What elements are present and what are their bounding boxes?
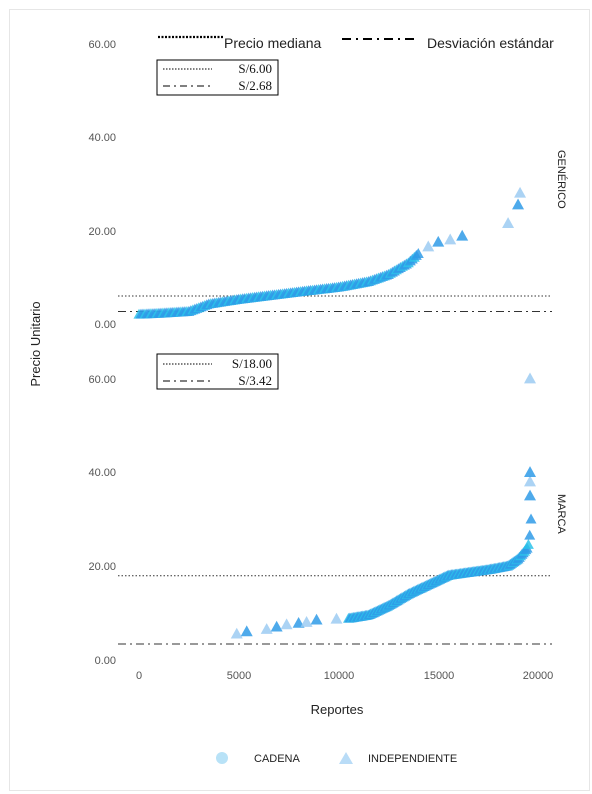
outlier-point xyxy=(514,186,527,198)
outlier-point xyxy=(456,229,469,241)
outlier-point xyxy=(512,198,525,210)
reference-lines xyxy=(118,295,552,645)
y-tick-label: 60.00 xyxy=(88,374,116,386)
sd-legend-label: Desviación estándar xyxy=(427,35,554,51)
panel-1-y-ticks: 60.00 40.00 20.00 0.00 xyxy=(88,39,116,331)
data-point xyxy=(412,248,424,258)
data-point xyxy=(525,513,537,524)
panel-2-y-ticks: 60.00 40.00 20.00 0.00 xyxy=(88,374,116,667)
independiente-legend-label: INDEPENDIENTE xyxy=(368,753,457,765)
x-tick-label: 5000 xyxy=(227,670,251,682)
outlier-point xyxy=(524,466,537,477)
outlier-point xyxy=(524,489,537,501)
outlier-point xyxy=(260,623,273,634)
outlier-point xyxy=(270,620,283,632)
outlier-point xyxy=(300,616,313,627)
y-tick-label: 40.00 xyxy=(88,467,116,479)
facet-label-marca: MARCA xyxy=(555,494,567,534)
x-tick-label: 20000 xyxy=(523,670,554,682)
cadena-legend-swatch xyxy=(216,752,228,764)
panel-1-legend-box: S/6.00 S/2.68 xyxy=(156,59,279,96)
median-legend-label: Precio mediana xyxy=(224,35,321,51)
point-legend: CADENA INDEPENDIENTE xyxy=(216,752,457,765)
y-tick-label: 20.00 xyxy=(88,226,116,238)
x-tick-label: 15000 xyxy=(424,670,455,682)
data-point xyxy=(522,538,534,549)
panel-1-median-value: S/6.00 xyxy=(238,61,272,76)
outlier-point xyxy=(502,217,515,228)
outlier-point xyxy=(230,627,243,639)
y-tick-label: 0.00 xyxy=(95,655,116,667)
line-legend: Precio mediana Desviación estándar xyxy=(158,35,554,51)
outlier-point xyxy=(444,233,457,245)
panel-1-sd-value: S/2.68 xyxy=(238,78,272,93)
panel-2-legend-box: S/18.00 S/3.42 xyxy=(156,353,279,390)
y-tick-label: 60.00 xyxy=(88,39,116,51)
outlier-point xyxy=(432,235,445,247)
panel-2-median-value: S/18.00 xyxy=(232,356,272,371)
cadena-legend-label: CADENA xyxy=(254,753,301,765)
x-axis-title: Reportes xyxy=(311,702,364,717)
outlier-point xyxy=(524,372,537,384)
outlier-point xyxy=(524,475,537,487)
x-tick-label: 10000 xyxy=(324,670,355,682)
data-points xyxy=(133,186,537,639)
x-ticks: 0 5000 10000 15000 20000 xyxy=(136,670,553,682)
outlier-point xyxy=(330,612,343,624)
outlier-point xyxy=(240,625,253,637)
data-point xyxy=(524,529,536,540)
x-tick-label: 0 xyxy=(136,670,142,682)
facet-label-generico: GENÉRICO xyxy=(555,150,568,209)
independiente-legend-swatch xyxy=(339,752,353,764)
y-tick-label: 20.00 xyxy=(88,561,116,573)
chart-frame xyxy=(9,9,590,791)
y-tick-label: 0.00 xyxy=(95,319,116,331)
outlier-point xyxy=(280,618,293,630)
y-axis-title: Precio Unitario xyxy=(28,301,43,386)
outlier-point xyxy=(422,240,435,252)
panel-2-sd-value: S/3.42 xyxy=(238,373,272,388)
y-tick-label: 40.00 xyxy=(88,132,116,144)
outlier-point xyxy=(310,613,323,625)
